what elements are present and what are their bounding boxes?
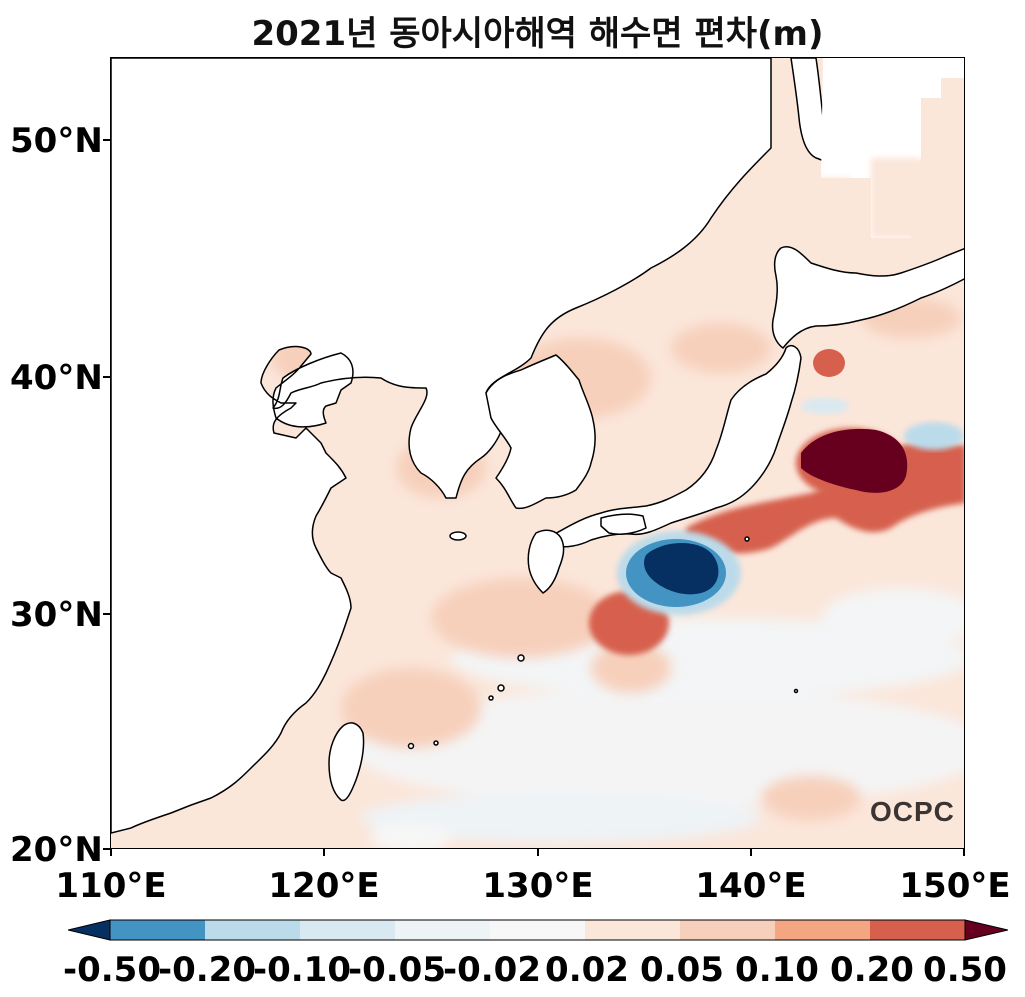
lat-label-30: 30°N	[10, 595, 103, 635]
colorbar-label-2: -0.20	[158, 950, 256, 990]
korean-peninsula	[485, 354, 596, 510]
cold-eddy	[617, 531, 741, 615]
taiwan-island	[328, 722, 365, 802]
colorbar-segment	[585, 920, 681, 940]
lon-label-120: 120°E	[268, 866, 380, 906]
lat-label-40: 40°N	[10, 358, 103, 398]
x-tick-140	[750, 849, 752, 856]
y-tick-40	[103, 376, 110, 378]
colorbar-segment	[395, 920, 491, 940]
x-tick-110	[110, 849, 112, 856]
japan-honshu	[550, 345, 802, 548]
okhotsk-patches	[811, 158, 921, 238]
colorbar-segment	[870, 920, 966, 940]
x-tick-130	[537, 849, 539, 856]
lon-label-140: 140°E	[695, 866, 807, 906]
colorbar-segment	[205, 920, 301, 940]
x-tick-150	[963, 849, 965, 856]
colorbar-segment	[110, 920, 206, 940]
colorbar-label-7: 0.05	[640, 950, 724, 990]
ocpc-logo: OCPC	[870, 796, 955, 827]
colorbar-label-1: -0.50	[63, 950, 161, 990]
land	[111, 58, 964, 834]
map-title: 2021년 동아시아해역 해수면 편차(m)	[251, 14, 824, 54]
colorbar-extend-min	[68, 919, 111, 941]
colorbar-label-9: 0.20	[830, 950, 914, 990]
x-tick-120	[323, 849, 325, 856]
colorbar-segment	[300, 920, 396, 940]
lon-label-130: 130°E	[482, 866, 594, 906]
lon-label-110: 110°E	[55, 866, 167, 906]
map-plot-area	[110, 57, 965, 849]
colorbar-label-4: -0.05	[348, 950, 446, 990]
japan-kyushu	[527, 529, 565, 594]
japan-shikoku	[600, 513, 647, 535]
colorbar-label-3: -0.10	[253, 950, 351, 990]
colorbar-label-6: 0.02	[545, 950, 629, 990]
colorbar-label-8: 0.10	[735, 950, 819, 990]
mainland-asia	[111, 58, 772, 834]
kuroshio-band	[686, 349, 964, 554]
colorbar-label-5: -0.02	[443, 950, 541, 990]
no-data-region	[821, 58, 964, 238]
y-tick-50	[103, 139, 110, 141]
sea-level-anomaly-map	[111, 58, 964, 848]
colorbar-segment	[775, 920, 871, 940]
colorbar-label-10: 0.50	[923, 950, 1007, 990]
y-tick-30	[103, 613, 110, 615]
lon-label-150: 150°E	[899, 866, 1011, 906]
colorbar	[68, 919, 1008, 941]
lat-label-50: 50°N	[10, 121, 103, 161]
colorbar-segment	[490, 920, 586, 940]
colorbar-extend-max	[964, 919, 1008, 941]
y-tick-20	[103, 848, 110, 850]
japan-hokkaido	[771, 246, 964, 349]
colorbar-segment	[680, 920, 776, 940]
lat-label-20: 20°N	[10, 830, 103, 870]
